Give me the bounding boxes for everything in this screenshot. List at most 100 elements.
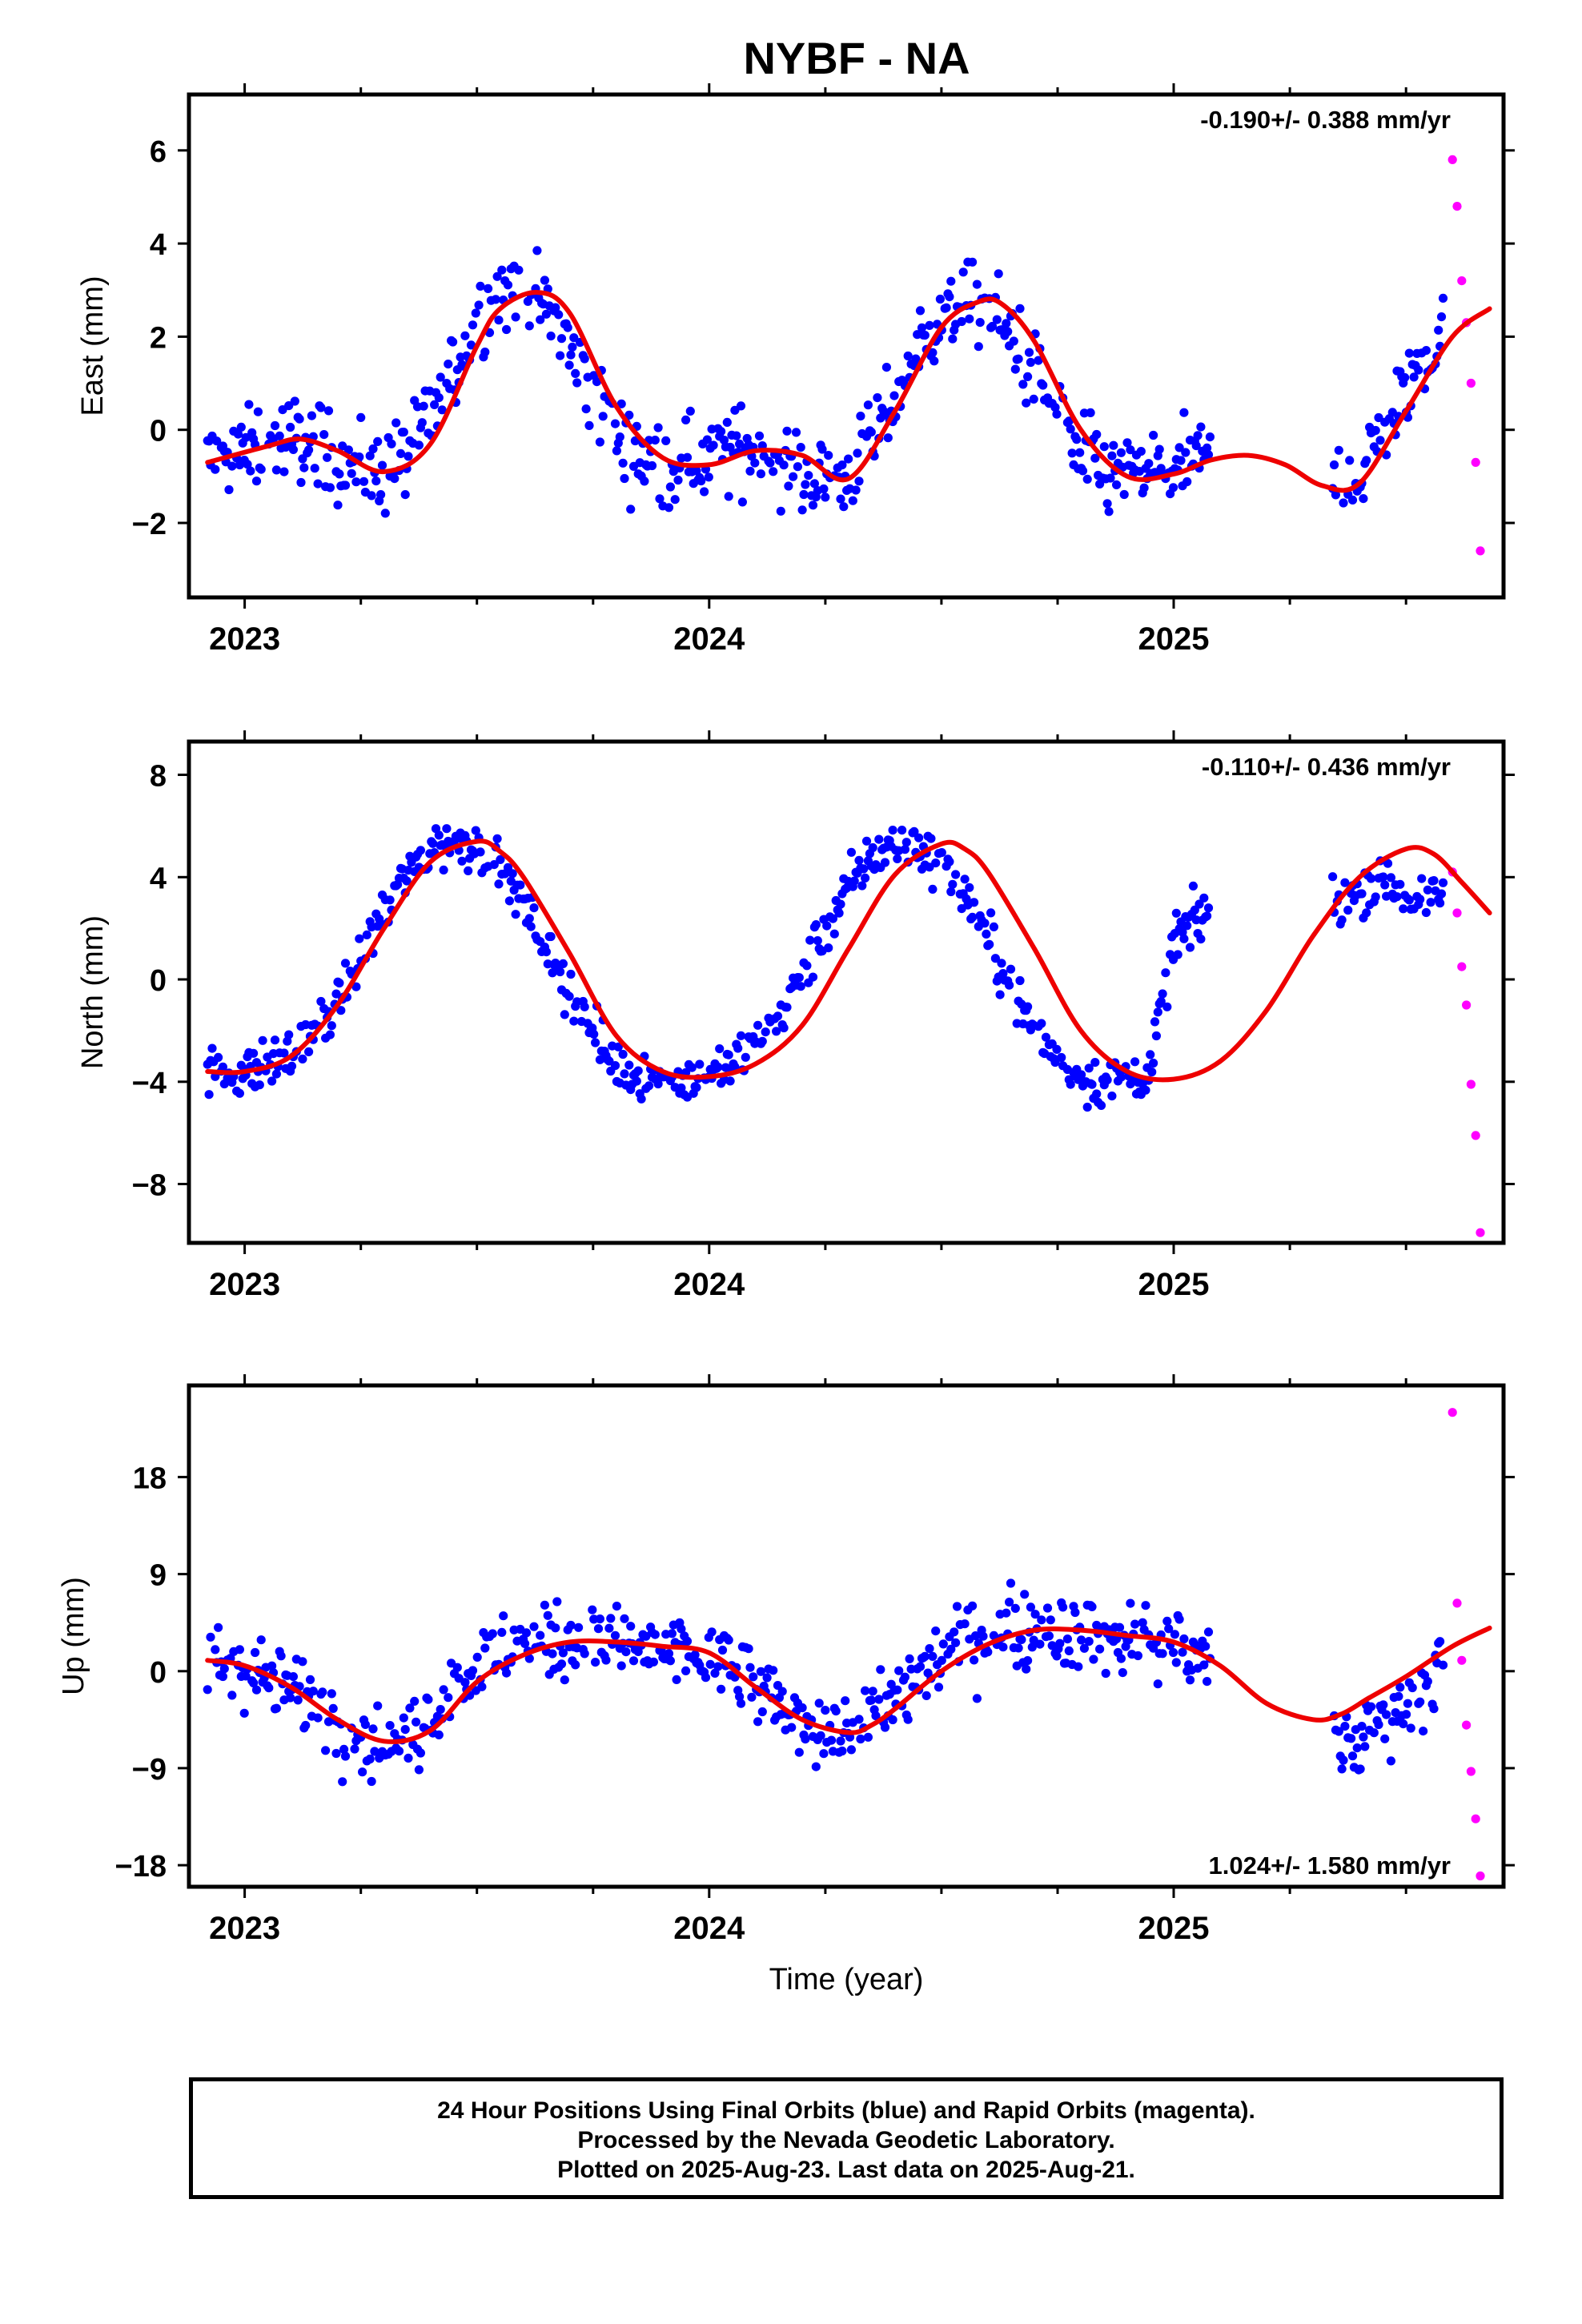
- final-orbit-point: [736, 401, 746, 411]
- final-orbit-point: [844, 454, 853, 464]
- final-orbit-point: [1171, 908, 1181, 918]
- y-tick-label: −9: [132, 1753, 167, 1787]
- footer-line-2: Processed by the Nevada Geodetic Laborat…: [577, 2127, 1115, 2153]
- final-orbit-point: [1176, 456, 1186, 465]
- final-orbit-point: [591, 1658, 600, 1667]
- final-orbit-point: [377, 460, 387, 470]
- final-orbit-point: [1042, 1603, 1053, 1613]
- final-orbit-point: [653, 423, 663, 432]
- final-orbit-point: [765, 458, 775, 468]
- final-orbit-point: [682, 452, 693, 462]
- final-orbit-point: [816, 1731, 825, 1740]
- final-orbit-point: [866, 428, 876, 437]
- final-orbit-point: [859, 864, 869, 874]
- final-orbit-point: [713, 1662, 723, 1671]
- final-orbit-point: [983, 1647, 993, 1657]
- final-orbit-point: [298, 1657, 307, 1667]
- final-orbit-point: [1118, 1668, 1127, 1678]
- final-orbit-point: [556, 334, 567, 344]
- final-orbit-point: [504, 896, 515, 906]
- final-orbit-point: [288, 1672, 298, 1682]
- final-orbit-point: [837, 460, 847, 470]
- final-orbit-point: [1382, 1710, 1391, 1719]
- final-orbit-point: [1005, 980, 1014, 990]
- final-orbit-point: [805, 935, 815, 945]
- final-orbit-point: [368, 1724, 378, 1734]
- final-orbit-point: [804, 471, 813, 480]
- final-orbit-point: [782, 1003, 792, 1012]
- final-orbit-point: [736, 1031, 746, 1040]
- final-orbit-point: [580, 1002, 589, 1011]
- data-layer: [203, 1408, 1492, 1881]
- y-tick-label: 0: [150, 964, 167, 998]
- final-orbit-point: [355, 934, 364, 943]
- final-orbit-point: [837, 1746, 847, 1756]
- data-layer: [203, 155, 1492, 556]
- final-orbit-point: [1352, 1743, 1362, 1753]
- final-orbit-point: [900, 1672, 909, 1682]
- final-orbit-point: [928, 884, 938, 894]
- final-orbit-point: [871, 1711, 881, 1721]
- final-orbit-point: [934, 1683, 944, 1692]
- final-orbit-point: [945, 857, 954, 866]
- final-orbit-point: [540, 275, 550, 285]
- final-orbit-point: [935, 294, 945, 304]
- final-orbit-point: [1003, 327, 1013, 336]
- final-orbit-point: [546, 332, 556, 341]
- final-orbit-point: [1058, 1602, 1068, 1612]
- final-orbit-point: [319, 430, 329, 440]
- final-orbit-point: [370, 1747, 379, 1756]
- final-orbit-point: [769, 1666, 778, 1675]
- final-orbit-point: [628, 1656, 639, 1666]
- final-orbit-point: [1436, 889, 1447, 899]
- final-orbit-point: [1101, 1668, 1110, 1679]
- final-orbit-point: [801, 1735, 810, 1744]
- final-orbit-point: [797, 505, 807, 515]
- final-orbit-point: [571, 1660, 580, 1670]
- final-orbit-point: [1119, 489, 1129, 500]
- y-tick-label: 4: [150, 862, 167, 895]
- final-orbit-point: [1136, 447, 1146, 456]
- final-orbit-point: [211, 464, 220, 474]
- final-orbit-point: [588, 1605, 597, 1614]
- final-orbit-point: [434, 830, 444, 840]
- final-orbit-point: [1423, 1677, 1432, 1687]
- final-orbit-point: [468, 1666, 478, 1675]
- final-orbit-point: [1414, 365, 1423, 375]
- final-orbit-point: [270, 1035, 280, 1045]
- y-tick-label: 4: [150, 228, 167, 262]
- final-orbit-point: [556, 1659, 567, 1669]
- final-orbit-point: [880, 1723, 890, 1732]
- final-orbit-point: [1429, 876, 1439, 886]
- final-orbit-point: [857, 881, 867, 891]
- final-orbit-point: [203, 1685, 212, 1695]
- final-orbit-point: [1435, 1637, 1445, 1647]
- final-orbit-point: [331, 989, 341, 999]
- final-orbit-point: [725, 1076, 735, 1086]
- final-orbit-point: [400, 490, 410, 500]
- final-orbit-point: [737, 497, 748, 507]
- y-tick-label: 0: [150, 1656, 167, 1690]
- final-orbit-point: [801, 480, 810, 489]
- footer-box: 24 Hour Positions Using Final Orbits (bl…: [189, 2077, 1504, 2199]
- final-orbit-point: [251, 476, 262, 486]
- final-orbit-point: [288, 444, 298, 455]
- final-orbit-point: [624, 410, 634, 420]
- final-orbit-point: [1037, 1615, 1046, 1625]
- final-orbit-point: [856, 1734, 865, 1744]
- final-orbit-point: [1193, 431, 1203, 440]
- x-tick-label: 2025: [1138, 621, 1210, 657]
- final-orbit-point: [616, 1661, 626, 1671]
- final-orbit-point: [1171, 1658, 1181, 1667]
- final-orbit-point: [380, 509, 390, 518]
- y-tick-label: −2: [132, 508, 167, 541]
- final-orbit-point: [560, 1675, 569, 1685]
- final-orbit-point: [1082, 1102, 1092, 1112]
- final-orbit-point: [290, 396, 299, 406]
- final-orbit-point: [307, 411, 316, 420]
- final-orbit-point: [756, 1667, 766, 1676]
- final-orbit-point: [618, 458, 628, 468]
- rapid-orbit-point: [1457, 276, 1467, 286]
- final-orbit-point: [551, 303, 560, 312]
- final-orbit-point: [1006, 964, 1016, 974]
